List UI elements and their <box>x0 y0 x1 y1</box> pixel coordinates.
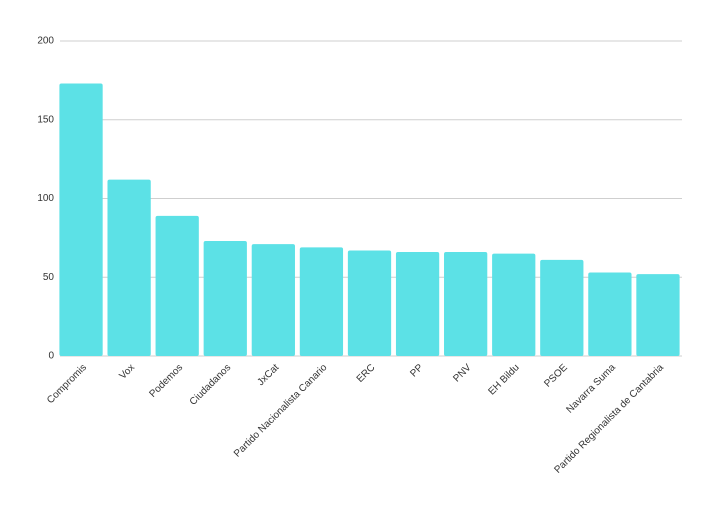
y-tick-label: 150 <box>37 114 54 125</box>
x-tick-label: Podemos <box>148 362 186 400</box>
x-tick-label: Vox <box>118 362 138 382</box>
bar <box>155 215 199 356</box>
y-tick-label: 50 <box>43 272 55 283</box>
x-tick-label: Ciudadanos <box>188 362 234 408</box>
bar <box>444 252 488 356</box>
bar <box>59 83 103 357</box>
bar <box>636 274 680 356</box>
bar <box>540 259 584 356</box>
bar <box>588 272 632 356</box>
bar <box>299 247 344 356</box>
y-tick-label: 200 <box>37 36 54 47</box>
bar <box>395 252 440 356</box>
y-tick-label: 100 <box>37 193 54 204</box>
x-tick-label: Partido Regionalista de Cantabria <box>552 362 666 476</box>
x-tick-label: Compromis <box>45 362 89 406</box>
x-tick-label: JxCat <box>255 362 281 388</box>
x-tick-label: Navarra Suma <box>565 362 619 416</box>
x-tick-label: PNV <box>451 362 474 385</box>
x-tick-label: ERC <box>355 362 378 385</box>
bar <box>492 253 536 356</box>
bar <box>251 244 295 356</box>
x-tick-label: Partido Nacionalista Canario <box>232 362 330 460</box>
x-tick-label: PSOE <box>542 362 570 390</box>
x-tick-label: PP <box>408 362 425 379</box>
x-tick-label: EH Bildu <box>486 362 521 397</box>
bar <box>203 241 247 356</box>
bar <box>107 179 151 356</box>
y-tick-label: 0 <box>48 351 54 362</box>
bar <box>347 250 392 356</box>
